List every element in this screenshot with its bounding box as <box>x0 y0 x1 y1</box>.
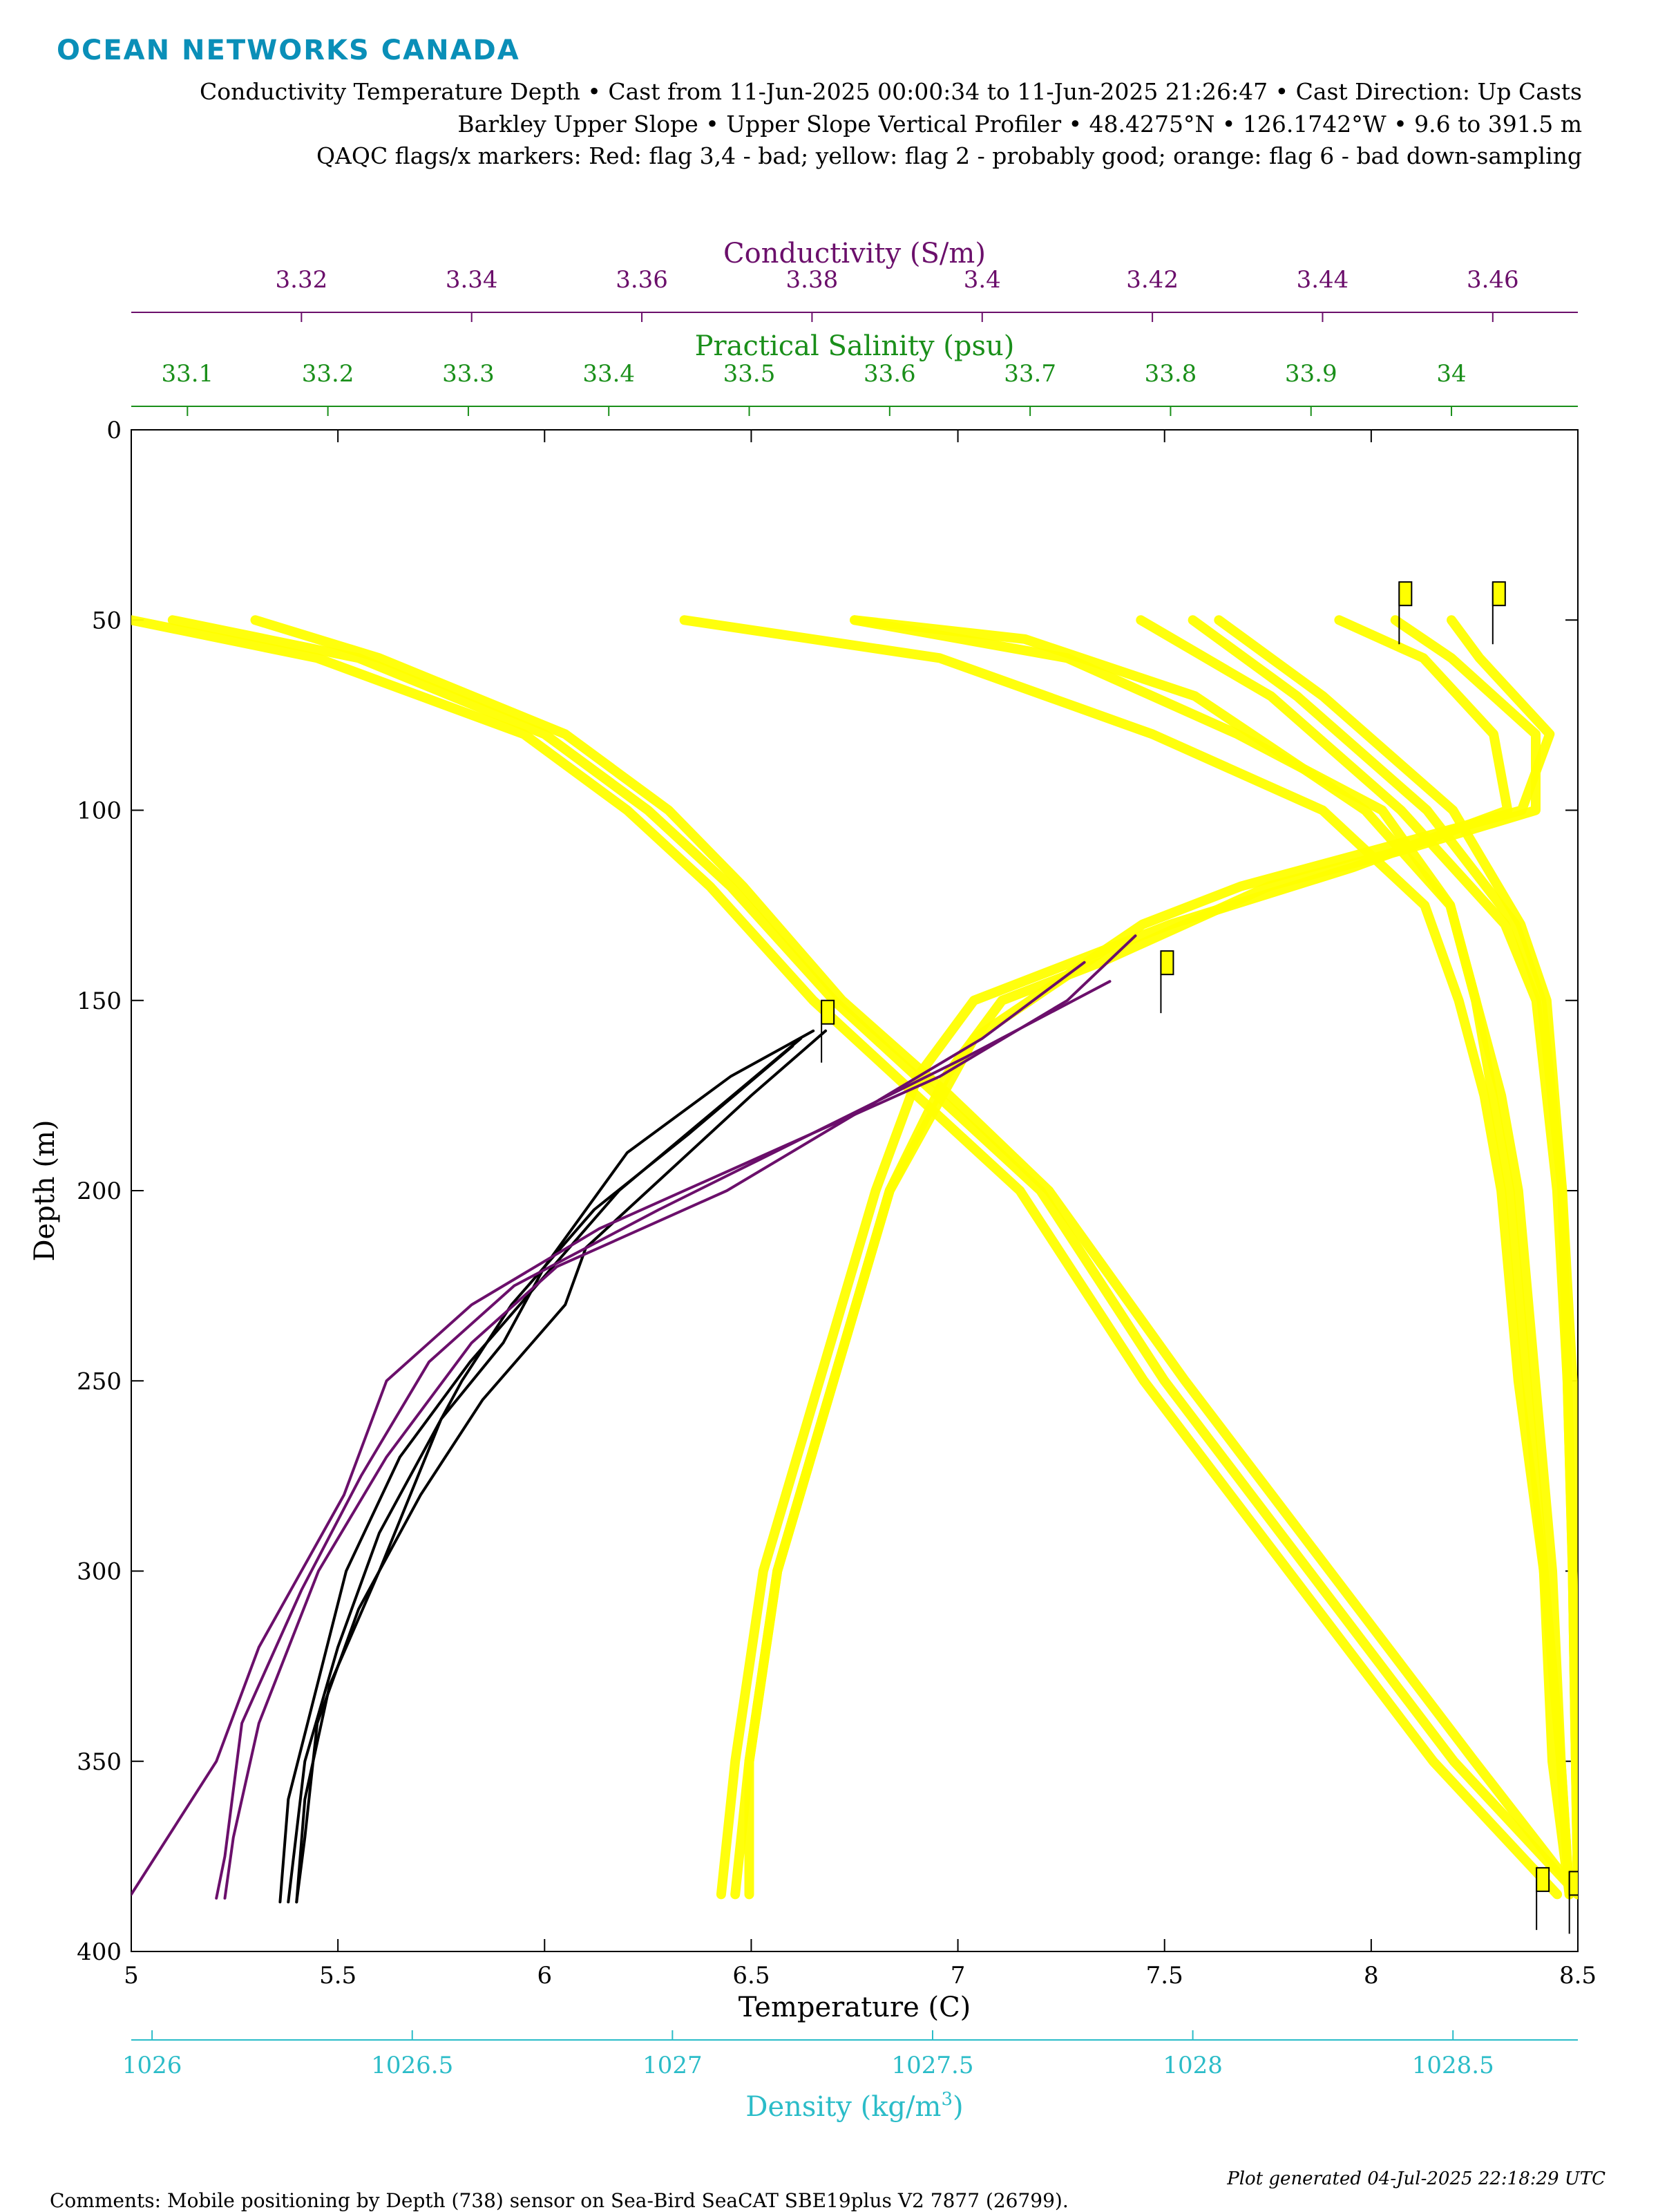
plot-subtitle-location: Barkley Upper Slope • Upper Slope Vertic… <box>457 111 1582 138</box>
salinity-tick-label: 33.7 <box>1004 360 1056 388</box>
plot-title: Conductivity Temperature Depth • Cast fr… <box>199 78 1582 105</box>
salinity-tick-label: 34 <box>1436 360 1466 388</box>
comments-footer: Comments: Mobile positioning by Depth (7… <box>50 2189 1069 2212</box>
salinity-tick-label: 33.3 <box>442 360 495 388</box>
conductivity-tick-label: 3.44 <box>1297 266 1349 294</box>
density-tick-label: 1027 <box>642 2052 703 2079</box>
salinity-profile-flagged <box>716 615 1513 1900</box>
density-tick-label: 1026.5 <box>371 2052 453 2079</box>
temperature-tick-label: 7.5 <box>1146 1962 1183 1989</box>
conductivity-tick-label: 3.34 <box>446 266 498 294</box>
temperature-tick-label: 7 <box>951 1962 966 1989</box>
density-tick-label: 1027.5 <box>892 2052 974 2079</box>
y-tick-label: 200 <box>77 1178 122 1205</box>
y-tick-label: 100 <box>77 797 122 825</box>
salinity-profile-flagged <box>730 615 1541 1900</box>
conductivity-profile-good <box>215 980 1112 1900</box>
density-tick-label: 1028.5 <box>1412 2052 1494 2079</box>
salinity-tick-label: 33.4 <box>582 360 635 388</box>
density-profile-flagged <box>1214 615 1578 1900</box>
conductivity-tick-label: 3.36 <box>616 266 668 294</box>
temperature-tick-label: 8.5 <box>1559 1962 1597 1989</box>
temperature-axis-label: Temperature (C) <box>739 1992 971 2023</box>
y-tick-label: 300 <box>77 1558 122 1586</box>
salinity-tick-label: 33.8 <box>1145 360 1197 388</box>
plot-data-group <box>131 581 1578 1934</box>
temperature-profile-flagged <box>250 615 1578 1900</box>
qaqc-flag-marker <box>1492 581 1506 607</box>
conductivity-tick-label: 3.4 <box>964 266 1001 294</box>
plot-subtitle-qaqc: QAQC flags/x markers: Red: flag 3,4 - ba… <box>316 142 1582 169</box>
salinity-tick-label: 33.1 <box>161 360 213 388</box>
density-tick-label: 1028 <box>1163 2052 1223 2079</box>
conductivity-profile-flagged <box>850 615 1574 1900</box>
salinity-axis-label: Practical Salinity (psu) <box>695 330 1015 362</box>
temperature-tick-label: 8 <box>1364 1962 1379 1989</box>
qaqc-flag-marker <box>821 999 835 1025</box>
density-axis-label: Density (kg/m3) <box>745 2089 963 2123</box>
conductivity-profile-good <box>223 961 1086 1900</box>
qaqc-flag-marker <box>1160 950 1174 976</box>
qaqc-flag-marker <box>1536 1866 1550 1892</box>
temperature-profile-flagged <box>131 615 1563 1900</box>
y-axis-label: Depth (m) <box>29 1119 61 1261</box>
density-tick-label: 1026 <box>122 2052 182 2079</box>
temperature-profile-good <box>295 1029 828 1904</box>
conductivity-tick-label: 3.42 <box>1126 266 1179 294</box>
temperature-profile-good <box>295 1029 815 1904</box>
temperature-tick-label: 5.5 <box>319 1962 356 1989</box>
temperature-profile-good <box>287 1044 794 1904</box>
qaqc-flag-marker <box>1568 1871 1578 1896</box>
generated-timestamp: Plot generated 04-Jul-2025 22:18:29 UTC <box>1227 2168 1605 2189</box>
y-tick-label: 400 <box>77 1938 122 1966</box>
conductivity-tick-label: 3.46 <box>1467 266 1519 294</box>
salinity-tick-label: 33.5 <box>723 360 776 388</box>
temperature-tick-label: 6 <box>537 1962 552 1989</box>
qaqc-flag-marker <box>1398 581 1413 607</box>
salinity-tick-label: 33.9 <box>1285 360 1337 388</box>
y-tick-label: 0 <box>106 417 122 444</box>
y-tick-label: 50 <box>92 607 122 634</box>
salinity-tick-label: 33.2 <box>302 360 354 388</box>
y-tick-label: 150 <box>77 987 122 1015</box>
conductivity-profile-flagged <box>850 615 1574 1900</box>
conductivity-profile-flagged <box>679 615 1574 1900</box>
temperature-tick-label: 5 <box>124 1962 139 1989</box>
conductivity-profile-good <box>131 934 1137 1896</box>
ocean-networks-canada-logo: OCEAN NETWORKS CANADA <box>57 35 520 66</box>
temperature-tick-label: 6.5 <box>732 1962 770 1989</box>
y-tick-label: 350 <box>77 1748 122 1776</box>
temperature-profile-flagged <box>167 615 1578 1900</box>
y-tick-label: 250 <box>77 1368 122 1395</box>
conductivity-tick-label: 3.32 <box>276 266 328 294</box>
temperature-profile-good <box>278 1037 803 1904</box>
conductivity-axis-label: Conductivity (S/m) <box>723 238 986 270</box>
salinity-tick-label: 33.6 <box>864 360 916 388</box>
conductivity-tick-label: 3.38 <box>786 266 839 294</box>
